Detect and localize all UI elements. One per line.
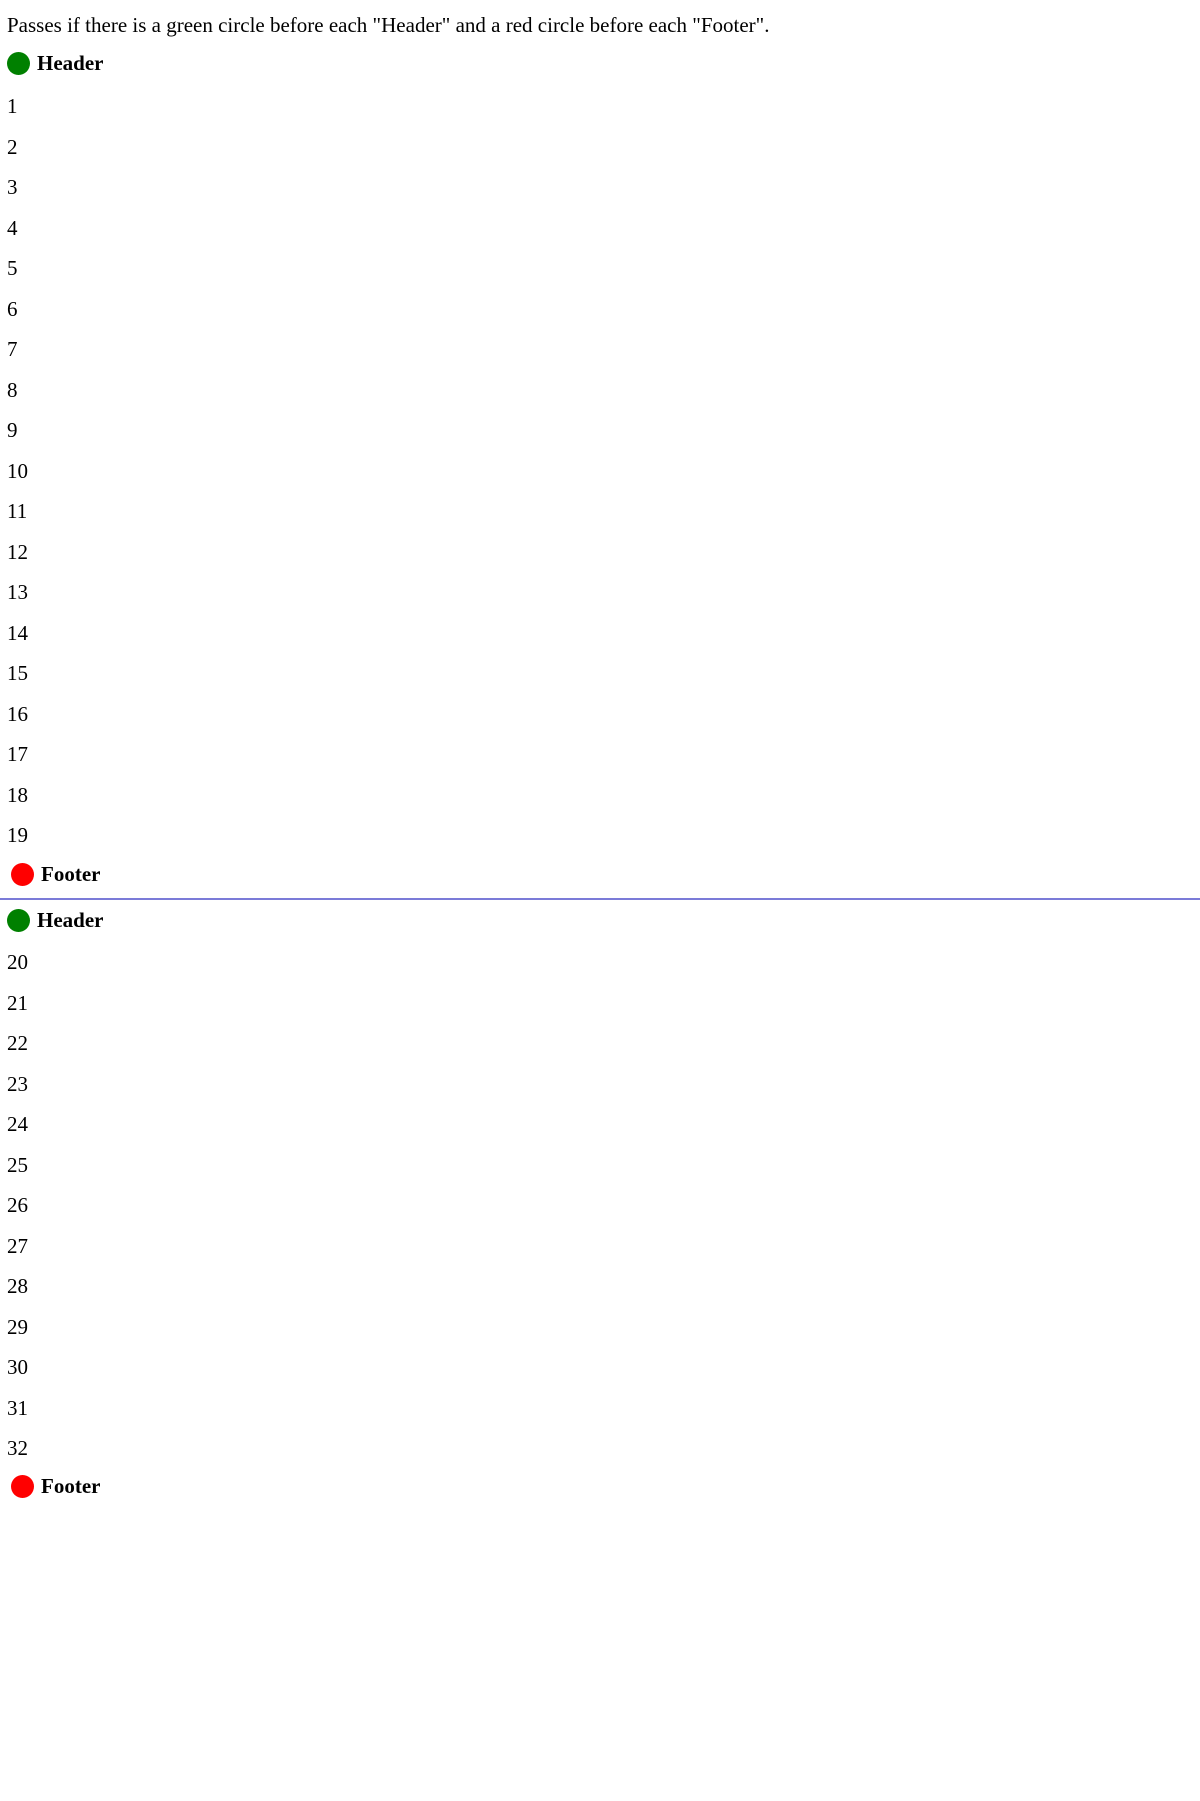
list-item: 9 [7, 418, 18, 442]
list-item: 17 [7, 742, 28, 766]
red-circle-icon [11, 862, 34, 886]
list-item: 25 [7, 1153, 28, 1177]
list-item: 29 [7, 1315, 28, 1339]
page-2-footer: Footer [7, 1473, 100, 1499]
list-item: 6 [7, 297, 18, 321]
list-item: 28 [7, 1274, 28, 1298]
list-item: 7 [7, 337, 18, 361]
page-break-divider [0, 898, 1200, 900]
red-circle-icon [11, 1474, 34, 1498]
list-item: 8 [7, 378, 18, 402]
list-item: 4 [7, 216, 18, 240]
list-item: 19 [7, 823, 28, 847]
list-item: 12 [7, 540, 28, 564]
page-2-header: Header [7, 907, 103, 933]
list-item: 32 [7, 1436, 28, 1460]
footer-label: Footer [41, 1473, 101, 1498]
list-item: 18 [7, 783, 28, 807]
list-item: 13 [7, 580, 28, 604]
page-1-footer: Footer [7, 861, 100, 887]
list-item: 1 [7, 94, 18, 118]
header-label: Header [37, 50, 104, 75]
green-circle-icon [7, 51, 30, 75]
list-item: 22 [7, 1031, 28, 1055]
list-item: 26 [7, 1193, 28, 1217]
list-item: 14 [7, 621, 28, 645]
list-item: 27 [7, 1234, 28, 1258]
list-item: 21 [7, 991, 28, 1015]
list-item: 31 [7, 1396, 28, 1420]
page-1-header: Header [7, 50, 103, 76]
list-item: 3 [7, 175, 18, 199]
list-item: 5 [7, 256, 18, 280]
list-item: 20 [7, 950, 28, 974]
list-item: 2 [7, 135, 18, 159]
header-label: Header [37, 907, 104, 932]
list-item: 10 [7, 459, 28, 483]
list-item: 11 [7, 499, 28, 523]
instruction-text: Passes if there is a green circle before… [7, 13, 770, 37]
green-circle-icon [7, 908, 30, 932]
list-item: 23 [7, 1072, 28, 1096]
list-item: 30 [7, 1355, 28, 1379]
list-item: 16 [7, 702, 28, 726]
footer-label: Footer [41, 861, 101, 886]
list-item: 24 [7, 1112, 28, 1136]
list-item: 15 [7, 661, 28, 685]
